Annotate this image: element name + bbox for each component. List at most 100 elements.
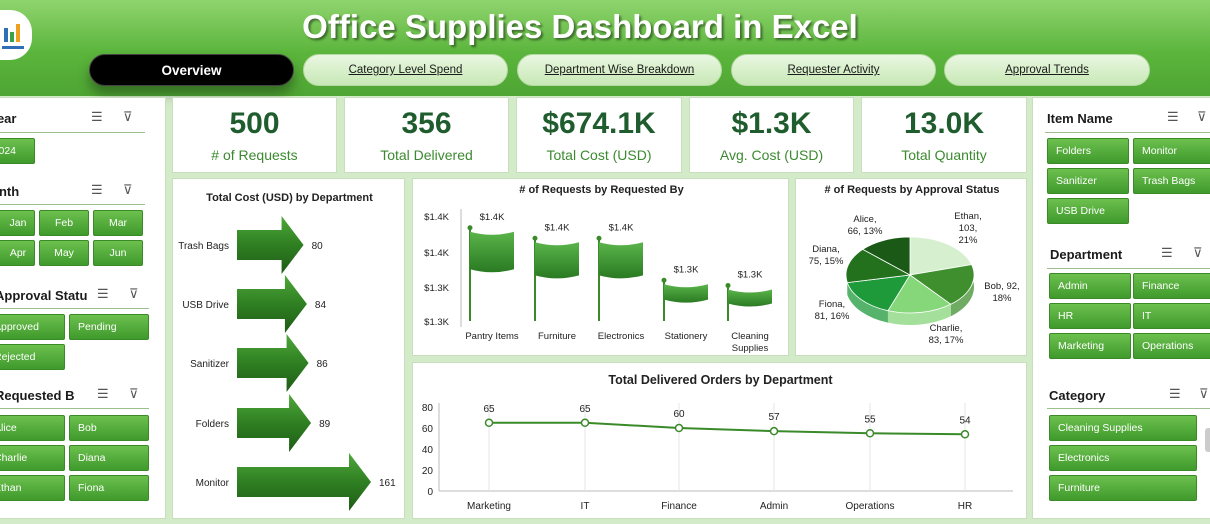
- company-logo: [0, 10, 32, 60]
- bar-arrow: [237, 334, 309, 392]
- month-may-button[interactable]: May: [39, 240, 89, 266]
- category-label: Admin: [760, 501, 788, 512]
- data-label: 57: [768, 412, 780, 423]
- category-furniture-button[interactable]: Furniture: [1049, 475, 1197, 501]
- requester-ethan-button[interactable]: Ethan: [0, 475, 65, 501]
- kpi-value: 356: [401, 107, 452, 140]
- department-hr-button[interactable]: HR: [1049, 303, 1131, 329]
- multi-select-icon[interactable]: ☰: [91, 109, 103, 124]
- tab-department-wise-breakdown[interactable]: Department Wise Breakdown: [517, 54, 722, 86]
- chart2-svg: $1.3K $1.3K $1.4K $1.4K $1.4K Pantry Items $1.…: [424, 209, 772, 354]
- category-label: Stationery: [665, 331, 708, 342]
- left-slicer-panel: Year ☰ ⊽ 2024 onth ☰ ⊽ Jan Feb Mar Apr M…: [0, 97, 166, 519]
- data-label: 55: [864, 414, 876, 425]
- category-slicer-title: Category: [1049, 388, 1106, 403]
- series-line: [489, 421, 966, 436]
- department-operations-button[interactable]: Operations: [1133, 333, 1210, 359]
- category-cleaning-supplies-button[interactable]: Cleaning Supplies: [1049, 415, 1197, 441]
- approval-approved-button[interactable]: Approved: [0, 314, 65, 340]
- clear-filter-icon[interactable]: ⊽: [129, 386, 139, 401]
- multi-select-icon[interactable]: ☰: [1169, 386, 1181, 401]
- kpi-label: Avg. Cost (USD): [719, 147, 824, 163]
- item-trash-bags-button[interactable]: Trash Bags: [1133, 168, 1210, 194]
- clear-filter-icon[interactable]: ⊽: [1199, 386, 1209, 401]
- month-jan-button[interactable]: Jan: [0, 210, 35, 236]
- month-feb-button[interactable]: Feb: [39, 210, 89, 236]
- chart4-svg: 0 20 40 60 80 65 Marketing 65 IT 60 Finance 57 Admin…: [422, 403, 1013, 512]
- clear-filter-icon[interactable]: ⊽: [1193, 245, 1203, 260]
- item-sanitizer-button[interactable]: Sanitizer: [1047, 168, 1129, 194]
- year-slicer-title: Year: [0, 111, 17, 126]
- category-label: Marketing: [467, 501, 511, 512]
- item-name-slicer-title: Item Name: [1047, 111, 1113, 126]
- bar-arrow: [237, 216, 304, 274]
- chart-title: Total Delivered Orders by Department: [608, 373, 833, 387]
- month-mar-button[interactable]: Mar: [93, 210, 143, 236]
- slicer-scrollbar[interactable]: [1205, 428, 1210, 452]
- multi-select-icon[interactable]: ☰: [1167, 109, 1179, 124]
- y-tick-label: 0: [427, 487, 433, 498]
- multi-select-icon[interactable]: ☰: [1161, 245, 1173, 260]
- data-label: 65: [483, 404, 495, 415]
- tab-approval-trends[interactable]: Approval Trends: [944, 54, 1150, 86]
- data-label: 80: [312, 241, 324, 252]
- approval-pending-button[interactable]: Pending: [69, 314, 149, 340]
- clear-filter-icon[interactable]: ⊽: [123, 109, 133, 124]
- requester-bob-button[interactable]: Bob: [69, 415, 149, 441]
- data-point: [769, 426, 779, 436]
- requester-fiona-button[interactable]: Fiona: [69, 475, 149, 501]
- pie-slice-side: [950, 264, 974, 317]
- requester-diana-button[interactable]: Diana: [69, 445, 149, 471]
- kpi-label: Total Quantity: [901, 147, 987, 163]
- tab-requester-activity[interactable]: Requester Activity: [731, 54, 936, 86]
- category-label: Electronics: [598, 331, 645, 342]
- clear-filter-icon[interactable]: ⊽: [129, 286, 139, 301]
- category-label: Folders: [196, 419, 229, 430]
- kpi-delivered-card: 356 Total Delivered: [344, 97, 509, 173]
- pie-data-label: Alice,: [853, 214, 876, 225]
- pie-data-label: 21%: [958, 235, 978, 246]
- cost-by-department-chart: Total Cost (USD) by Department Trash Bag…: [172, 178, 405, 519]
- requester-charlie-button[interactable]: Charlie: [0, 445, 65, 471]
- data-point: [580, 418, 590, 427]
- chart1-svg: Trash Bags 80 USB Drive 84 Sanitizer 86 Folder…: [178, 216, 396, 511]
- item-usb-drive-button[interactable]: USB Drive: [1047, 198, 1129, 224]
- kpi-total-quantity-card: 13.0K Total Quantity: [861, 97, 1027, 173]
- bar-arrow: [237, 453, 371, 511]
- approval-rejected-button[interactable]: Rejected: [0, 344, 65, 370]
- multi-select-icon[interactable]: ☰: [91, 182, 103, 197]
- category-electronics-button[interactable]: Electronics: [1049, 445, 1197, 471]
- data-label: $1.4K: [545, 222, 570, 233]
- pie-slice-side: [887, 304, 951, 325]
- month-apr-button[interactable]: Apr: [0, 240, 35, 266]
- kpi-total-cost-card: $674.1K Total Cost (USD): [516, 97, 682, 173]
- month-jun-button[interactable]: Jun: [93, 240, 143, 266]
- category-label: Finance: [661, 501, 697, 512]
- department-it-button[interactable]: IT: [1133, 303, 1210, 329]
- pie-data-label: Charlie,: [930, 323, 963, 334]
- pie-data-label: 18%: [992, 293, 1012, 304]
- bar-arrow: [237, 275, 307, 333]
- clear-filter-icon[interactable]: ⊽: [123, 182, 133, 197]
- chart-title: Total Cost (USD) by Department: [206, 192, 373, 204]
- data-label: 89: [319, 419, 331, 430]
- department-admin-button[interactable]: Admin: [1049, 273, 1131, 299]
- pie-data-label: 83, 17%: [929, 335, 964, 346]
- requests-by-requester-chart: # of Requests by Requested By $1.3K $1.3K…: [412, 178, 789, 356]
- clear-filter-icon[interactable]: ⊽: [1197, 109, 1207, 124]
- department-finance-button[interactable]: Finance: [1133, 273, 1210, 299]
- multi-select-icon[interactable]: ☰: [97, 386, 109, 401]
- year-2024-button[interactable]: 2024: [0, 138, 35, 164]
- kpi-label: Total Cost (USD): [546, 147, 652, 163]
- pie-slice: [908, 264, 975, 305]
- category-label: Monitor: [196, 478, 230, 489]
- multi-select-icon[interactable]: ☰: [97, 286, 109, 301]
- item-monitor-button[interactable]: Monitor: [1133, 138, 1210, 164]
- category-label: Operations: [846, 501, 895, 512]
- tab-overview[interactable]: Overview: [89, 54, 294, 86]
- tab-category-level-spend[interactable]: Category Level Spend: [303, 54, 508, 86]
- requester-alice-button[interactable]: Alice: [0, 415, 65, 441]
- y-tick-label: $1.4K: [424, 248, 449, 259]
- department-marketing-button[interactable]: Marketing: [1049, 333, 1131, 359]
- item-folders-button[interactable]: Folders: [1047, 138, 1129, 164]
